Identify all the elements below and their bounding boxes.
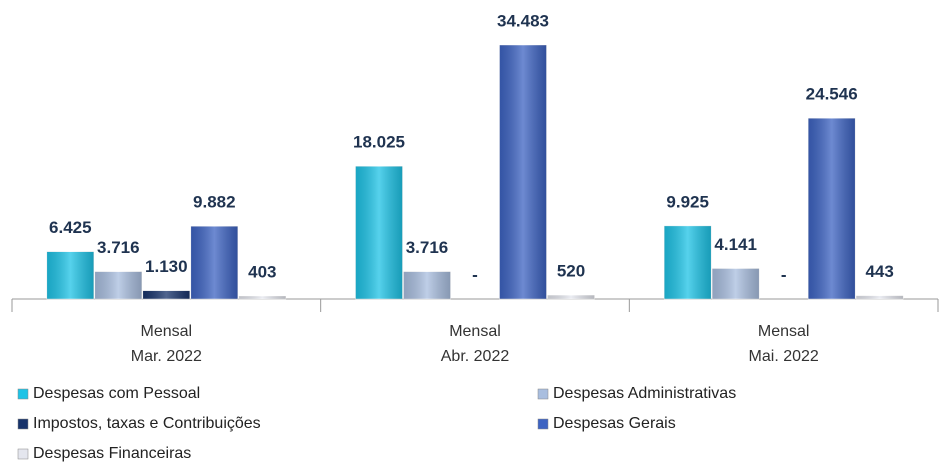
x-tick-label: Mai. 2022 <box>749 348 819 365</box>
bar-shade <box>355 166 403 299</box>
value-label: 18.025 <box>353 133 405 152</box>
bar-shade <box>94 271 142 299</box>
value-label: 520 <box>557 262 585 281</box>
bar-shade <box>856 295 904 299</box>
bar-shade <box>664 225 712 299</box>
legend-swatch <box>17 448 29 460</box>
value-label: 4.141 <box>714 235 757 254</box>
x-tick-label: Mar. 2022 <box>131 348 202 365</box>
bar-shade <box>238 296 286 299</box>
x-tick-label: Mensal <box>141 323 193 340</box>
value-label: 6.425 <box>49 218 92 237</box>
bar-shade <box>547 295 595 299</box>
bar-shade <box>499 45 547 299</box>
legend-swatch <box>537 418 549 430</box>
value-label: 443 <box>865 262 893 281</box>
value-label: 9.925 <box>666 192 709 211</box>
legend-label: Despesas Administrativas <box>553 385 736 402</box>
legend-label: Impostos, taxas e Contribuições <box>33 415 261 432</box>
bar-shade <box>403 271 451 299</box>
value-label: 9.882 <box>193 193 236 212</box>
value-label: 24.546 <box>806 85 858 104</box>
bar-shade <box>46 251 94 299</box>
bar-shade <box>808 118 856 299</box>
value-label: 34.483 <box>497 11 549 30</box>
legend-swatch <box>537 388 549 400</box>
x-tick-label: Abr. 2022 <box>441 348 510 365</box>
bar-shade <box>142 290 190 299</box>
legend-label: Despesas Financeiras <box>33 445 191 462</box>
bar-shade <box>190 226 238 299</box>
value-label: 3.716 <box>406 238 449 257</box>
legend-label: Despesas Gerais <box>553 415 676 432</box>
legend-label: Despesas com Pessoal <box>33 385 200 402</box>
value-label: 3.716 <box>97 238 140 257</box>
value-label: - <box>781 265 787 284</box>
bar-shade <box>712 268 760 299</box>
value-label: 1.130 <box>145 257 188 276</box>
x-tick-label: Mensal <box>449 323 501 340</box>
legend-swatch <box>17 388 29 400</box>
value-label: - <box>472 265 478 284</box>
legend-swatch <box>17 418 29 430</box>
value-label: 403 <box>248 263 276 282</box>
x-tick-label: Mensal <box>758 323 810 340</box>
